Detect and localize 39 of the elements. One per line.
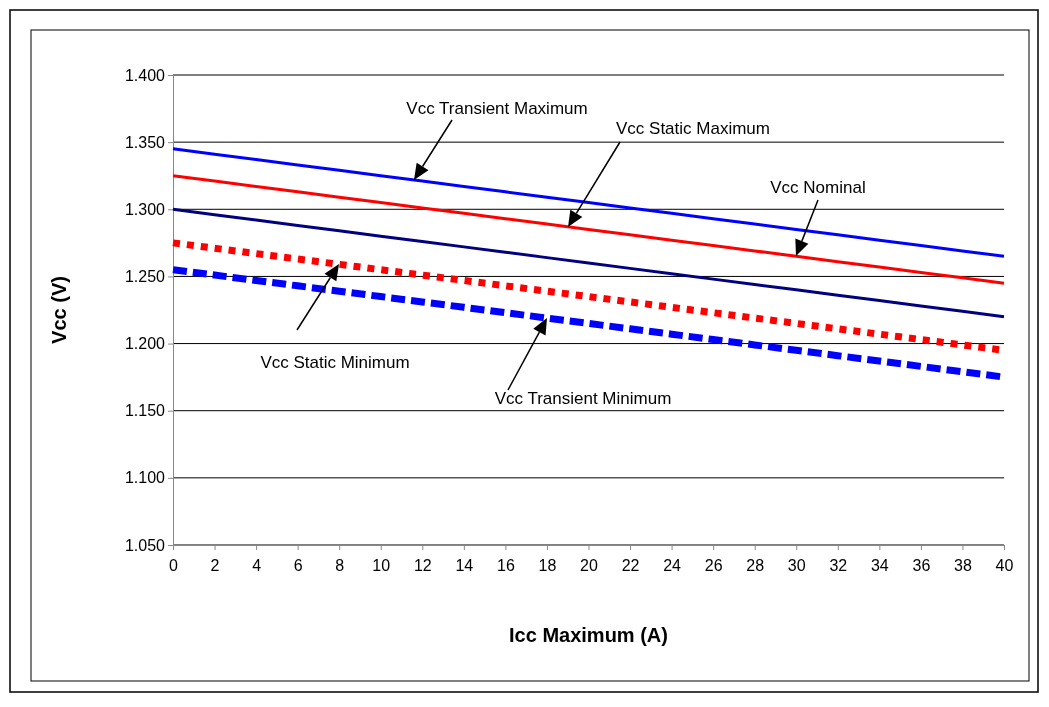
y-tick-label: 1.350 <box>124 133 166 151</box>
x-tick-label: 40 <box>995 556 1014 574</box>
x-tick-label: 16 <box>497 556 515 574</box>
x-tick-label: 26 <box>704 556 723 574</box>
x-tick-label: 2 <box>210 556 220 574</box>
x-tick-label: 10 <box>372 556 391 574</box>
x-tick-label: 28 <box>746 556 765 574</box>
annotation: Vcc Static Maximum <box>616 119 770 138</box>
y-tick-label: 1.200 <box>124 335 166 353</box>
annotation: Vcc Nominal <box>770 178 866 197</box>
y-tick-label: 1.100 <box>124 469 166 487</box>
line-series <box>171 147 1006 258</box>
x-tick-label: 32 <box>829 556 848 574</box>
x-tick-label: 14 <box>455 556 474 574</box>
y-tick-label: 1.150 <box>124 402 166 420</box>
x-tick-label: 20 <box>580 556 598 574</box>
x-tick-label: 12 <box>413 556 432 574</box>
y-tick-label: 1.300 <box>124 200 166 218</box>
x-tick-label: 24 <box>663 556 682 574</box>
y-tick-label: 1.250 <box>124 268 166 286</box>
line-series <box>171 207 1006 319</box>
x-tick-label: 22 <box>621 556 640 574</box>
x-tick-label: 6 <box>293 556 303 574</box>
y-axis-title: Vcc (V) <box>48 276 70 344</box>
y-tick-label: 1.400 <box>124 66 166 84</box>
annotation: Vcc Transient Maximum <box>406 99 588 118</box>
x-tick-label: 34 <box>870 556 889 574</box>
x-tick-label: 0 <box>169 556 179 574</box>
x-tick-label: 38 <box>954 556 972 574</box>
annotation: Vcc Static Minimum <box>260 353 410 372</box>
line-series <box>171 174 1006 285</box>
y-tick-label: 1.050 <box>124 536 166 554</box>
x-axis-title: Icc Maximum (A) <box>509 624 668 646</box>
x-tick-label: 36 <box>912 556 931 574</box>
x-tick-label: 4 <box>252 556 262 574</box>
x-tick-label: 8 <box>335 556 345 574</box>
x-tick-label: 30 <box>787 556 806 574</box>
x-tick-label: 18 <box>538 556 557 574</box>
annotation: Vcc Transient Minimum <box>494 389 672 408</box>
